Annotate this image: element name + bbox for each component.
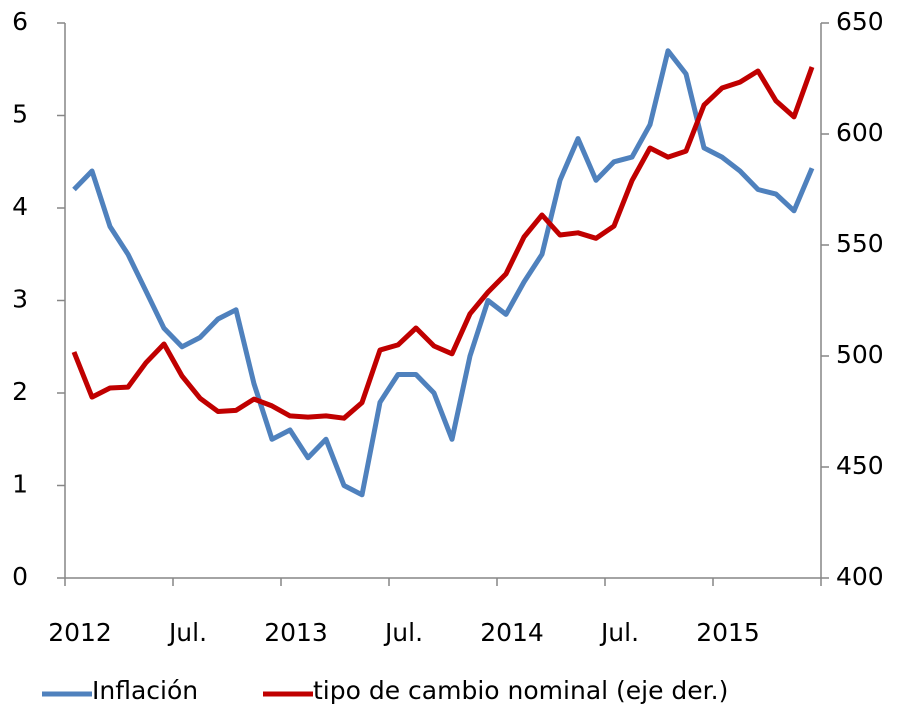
y-tick-label: 5 xyxy=(12,100,28,129)
y2-tick-label: 600 xyxy=(836,118,884,147)
x-tick-label: Jul. xyxy=(383,618,423,647)
legend-label: tipo de cambio nominal (eje der.) xyxy=(313,676,728,705)
x-tick-label: 2015 xyxy=(696,618,760,647)
y-tick-label: 1 xyxy=(12,470,28,499)
y2-tick-label: 400 xyxy=(836,562,884,591)
x-tick-label: 2014 xyxy=(480,618,544,647)
y2-tick-label: 500 xyxy=(836,340,884,369)
y-tick-label: 2 xyxy=(12,377,28,406)
y-tick-label: 0 xyxy=(12,562,28,591)
y2-tick-label: 450 xyxy=(836,451,884,480)
y-tick-label: 6 xyxy=(12,7,28,36)
data-line xyxy=(72,48,815,498)
y2-tick-label: 650 xyxy=(836,7,884,36)
x-tick-label: Jul. xyxy=(599,618,639,647)
x-tick-label: 2013 xyxy=(264,618,328,647)
legend-label: Inflación xyxy=(92,676,198,705)
y-tick-label: 4 xyxy=(12,192,28,221)
y2-tick-label: 550 xyxy=(836,229,884,258)
x-tick-label: 2012 xyxy=(48,618,112,647)
data-line xyxy=(71,66,815,421)
y-tick-label: 3 xyxy=(12,285,28,314)
x-tick-label: Jul. xyxy=(167,618,207,647)
